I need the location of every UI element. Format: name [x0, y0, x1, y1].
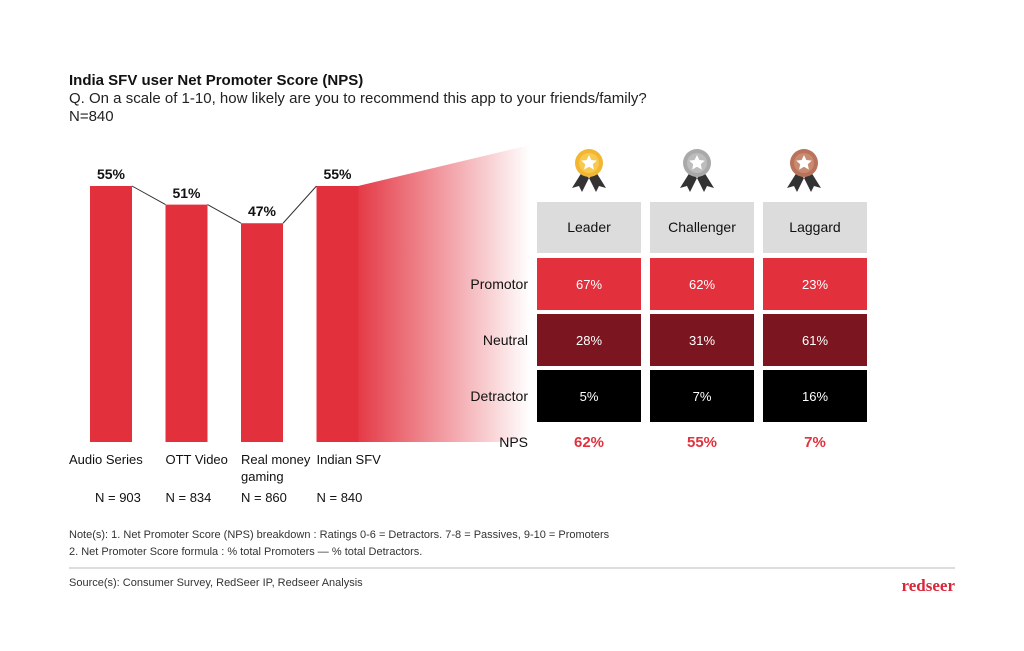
subtitle: Q. On a scale of 1-10, how likely are yo…: [69, 90, 647, 107]
cell-value: 67%: [575, 277, 603, 292]
sample-label: N = 903: [95, 490, 141, 505]
bar: [90, 186, 132, 442]
value-label: 55%: [96, 166, 126, 182]
row-label: Neutral: [482, 332, 528, 348]
row-label: Detractor: [470, 388, 528, 404]
x-tick-label: OTT Video: [165, 452, 228, 467]
header-cell: [763, 202, 867, 253]
cell-value: 23%: [801, 277, 829, 292]
column-header: Challenger: [668, 219, 736, 235]
value-label: 51%: [172, 184, 201, 201]
bar: [165, 204, 208, 442]
table-cell: [763, 370, 867, 422]
sample-label: N = 840: [316, 490, 363, 505]
header-cell: [650, 202, 754, 253]
medal-gold: [572, 149, 606, 192]
note: Note(s): 1. Net Promoter Score (NPS) bre…: [69, 529, 610, 541]
chart-title: India SFV user Net Promoter Score (NPS): [69, 72, 364, 89]
cell-value: 61%: [801, 333, 829, 348]
sample-label: N = 860: [241, 490, 287, 505]
cell-value: 5%: [579, 389, 599, 404]
table-cell: [650, 258, 754, 310]
sample-label: N = 834: [165, 490, 212, 505]
note: 2. Net Promoter Score formula : % total …: [69, 546, 423, 558]
nps-value: 55%: [686, 434, 718, 451]
table-cell: [537, 370, 641, 422]
column-header: Leader: [567, 219, 611, 235]
x-tick-label: Audio Series: [69, 452, 143, 467]
cell-value: 62%: [688, 277, 716, 292]
medal-silver: [680, 149, 714, 192]
row-label: NPS: [499, 434, 528, 450]
table-cell: [650, 314, 754, 366]
sample-size: N=840: [69, 108, 114, 125]
column-header: Laggard: [789, 219, 841, 235]
bar: [316, 186, 359, 442]
bar: [241, 223, 283, 442]
nps-value: 62%: [573, 434, 605, 451]
logo: redseer: [901, 576, 956, 595]
connector: [131, 185, 166, 206]
table-cell: [763, 258, 867, 310]
x-tick-label: Real money gaming: [241, 452, 311, 484]
cell-value: 28%: [575, 333, 603, 348]
cell-value: 7%: [692, 389, 712, 404]
source: Source(s): Consumer Survey, RedSeer IP, …: [69, 577, 363, 589]
table-cell: [537, 258, 641, 310]
row-label: Promotor: [470, 276, 528, 292]
nps-value: 7%: [804, 434, 826, 451]
table-cell: [537, 314, 641, 366]
x-tick-label: Indian SFV: [316, 452, 381, 467]
cell-value: 16%: [801, 389, 829, 404]
zoom-fan: [358, 145, 530, 442]
cell-value: 31%: [688, 333, 716, 348]
table-cell: [650, 370, 754, 422]
value-label: 47%: [247, 203, 277, 220]
connector: [282, 185, 317, 224]
table-cell: [763, 314, 867, 366]
connector: [207, 204, 242, 224]
value-label: 55%: [323, 166, 352, 182]
header-cell: [537, 202, 641, 253]
medal-bronze: [787, 149, 821, 192]
